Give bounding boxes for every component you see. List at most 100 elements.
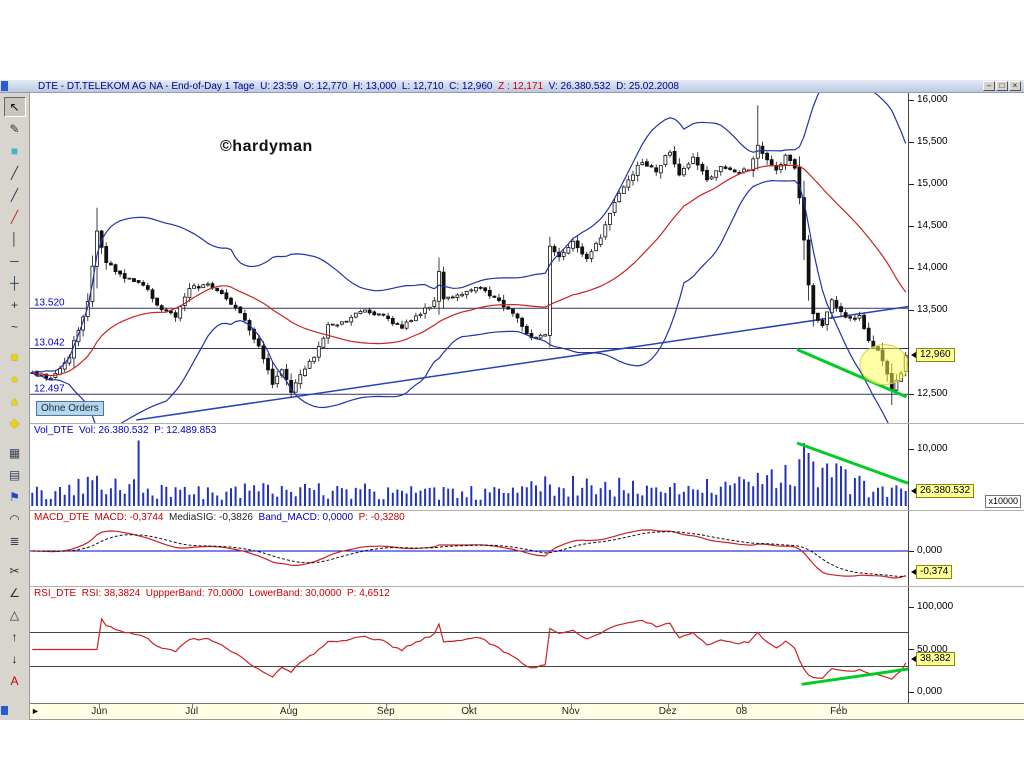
text-tool[interactable]: A (3, 671, 26, 691)
axis-tick (909, 691, 914, 693)
zoom-rect-icon: ■ (10, 144, 19, 158)
month-tick (288, 704, 290, 709)
freehand-icon: ~ (10, 320, 18, 334)
text-segment: U: 23:59 O: 12,770 H: 13,000 L: 12,710 C… (260, 81, 499, 92)
chart-titlebar[interactable]: DTE - DT.TELEKOM AG NA - End-of-Day 1 Ta… (0, 80, 1024, 93)
ellipse-shape-icon: ● (10, 372, 19, 386)
minimize-button[interactable]: ‒ (983, 81, 995, 91)
bollinger-lower-band (31, 179, 889, 423)
arrow-down-icon: ↓ (11, 652, 18, 666)
window-controls: ‒ □ × (983, 81, 1021, 91)
month-label: Dez (658, 706, 677, 717)
axis-tick (909, 99, 914, 101)
arrow-down-tool[interactable]: ↓ (3, 649, 26, 669)
axis-label: 0,000 (917, 545, 943, 556)
text-segment: DTE - DT.TELEKOM AG NA - End-of-Day 1 Ta… (38, 81, 261, 92)
arrow-up-tool[interactable]: ↑ (3, 627, 26, 647)
plus-tool[interactable]: + (3, 295, 26, 315)
close-button[interactable]: × (1009, 81, 1021, 91)
month-tick (838, 704, 840, 709)
triangle-shape-tool[interactable]: ▲ (3, 391, 26, 411)
rsi-header-text: RSI_DTE RSI: 38,3824 UppperBand: 70,0000… (34, 588, 390, 600)
trendline[interactable] (136, 305, 908, 421)
axis-tick (909, 649, 914, 650)
current-value-label: 12,960 (911, 348, 955, 363)
green-annotation-line[interactable] (801, 667, 908, 686)
horizontal-line-tool[interactable]: ─ (3, 251, 26, 271)
flag-icon: ⚑ (9, 490, 20, 504)
pencil-tool[interactable]: ✎ (3, 119, 26, 139)
current-value-label: -0,374 (911, 564, 953, 579)
time-axis[interactable]: ► Jun Jul Aug Sep Okt Nov Dez 08 Feb (30, 703, 1024, 720)
toolbar-grip-bottom[interactable] (1, 706, 8, 715)
volume-bars (31, 440, 907, 506)
axis-tick (909, 225, 914, 227)
rsi-axis: 100,000 50,000 0,000 38,382 (908, 587, 1024, 703)
price-level-label: 13.042 (34, 338, 65, 349)
vertical-line-tool[interactable]: │ (3, 229, 26, 249)
pointer-tool[interactable]: ↖ (3, 97, 26, 117)
axis-arrow-icon[interactable]: ► (31, 706, 40, 716)
rsi-chart[interactable] (30, 601, 908, 704)
table-icon: ▤ (8, 468, 21, 482)
axis-label: 13,500 (917, 304, 948, 315)
macd-chart[interactable] (30, 525, 908, 587)
ruler-tool[interactable]: △ (3, 605, 26, 625)
vertical-line-icon: │ (10, 232, 19, 246)
month-label: Nov (561, 706, 580, 717)
price-chart[interactable]: 13.520 13.042 12.497 (30, 93, 908, 423)
angle-tool[interactable]: ∠ (3, 583, 26, 603)
trendline-tool[interactable]: ╱ (3, 207, 26, 227)
maximize-button[interactable]: □ (996, 81, 1008, 91)
grid-tool[interactable]: ▦ (3, 443, 26, 463)
ray-icon: ╱ (10, 188, 19, 202)
rsi-line (32, 617, 907, 680)
zoom-rect-tool[interactable]: ■ (3, 141, 26, 161)
diamond-shape-tool[interactable]: ◆ (3, 413, 26, 433)
notes-tool[interactable]: ≣ (3, 531, 26, 551)
cut-tool[interactable]: ✂ (3, 561, 26, 581)
highlight-ellipse[interactable] (859, 344, 908, 386)
pointer-icon: ↖ (9, 100, 20, 114)
month-label: Jun (91, 706, 108, 717)
green-annotation-line[interactable] (796, 441, 908, 485)
watermark: ©hardyman (220, 138, 313, 155)
toolbar-grip[interactable] (1, 81, 8, 91)
volume-panel-header: Vol_DTE Vol: 26.380.532 P: 12.489.853 ‒□… (30, 424, 1024, 438)
axis-tick (909, 309, 914, 311)
ray-tool[interactable]: ╱ (3, 185, 26, 205)
flag-tool[interactable]: ⚑ (3, 487, 26, 507)
text-segment: V: 26.380.532 D: 25.02.2008 (543, 81, 679, 92)
text-segment: RSI_DTE RSI: 38,3824 UppperBand: 70,0000… (34, 588, 390, 599)
axis-label: 12,500 (917, 388, 948, 399)
table-tool[interactable]: ▤ (3, 465, 26, 485)
month-label: Sep (376, 706, 395, 717)
axis-label: 0,000 (917, 686, 943, 697)
month-tick (385, 704, 387, 709)
rect-shape-icon: ■ (10, 350, 19, 364)
month-label: Okt (461, 706, 477, 717)
macd-panel: MACD_DTE MACD: -0,3744 MediaSIG: -0,3826… (30, 510, 1024, 586)
cross-tool[interactable]: ┼ (3, 273, 26, 293)
volume-panel: Vol_DTE Vol: 26.380.532 P: 12.489.853 ‒□… (30, 423, 1024, 510)
value-arrow-icon (911, 656, 916, 663)
chart-title: DTE - DT.TELEKOM AG NA - End-of-Day 1 Ta… (38, 80, 679, 93)
green-annotation-line[interactable] (796, 348, 908, 399)
volume-chart[interactable] (30, 438, 908, 511)
pencil-icon: ✎ (9, 122, 20, 136)
line-tool[interactable]: ╱ (3, 163, 26, 183)
text-segment: Band_MACD: 0,0000 (252, 512, 354, 523)
ellipse-shape-tool[interactable]: ● (3, 369, 26, 389)
ohne-orders-button[interactable]: Ohne Orders (36, 401, 104, 416)
text-icon: A (10, 674, 19, 688)
axis-label: 100,000 (917, 601, 954, 612)
price-panel: 13.520 13.042 12.497 ©hardyman Ohne Orders… (30, 93, 1024, 423)
arc-tool[interactable]: ◠ (3, 509, 26, 529)
rect-shape-tool[interactable]: ■ (3, 347, 26, 367)
axis-label: 16,000 (917, 94, 948, 105)
value-arrow-icon (911, 568, 916, 575)
freehand-tool[interactable]: ~ (3, 317, 26, 337)
text-segment: Vol_DTE Vol: 26.380.532 P: 12.489.853 (34, 425, 217, 436)
notes-icon: ≣ (9, 534, 20, 548)
